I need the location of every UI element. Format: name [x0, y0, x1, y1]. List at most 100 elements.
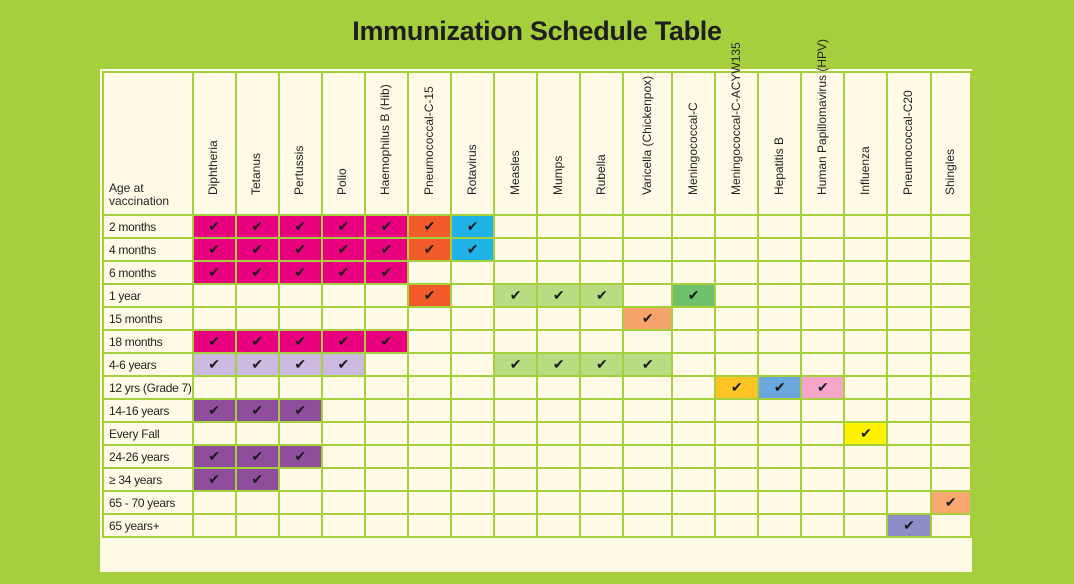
vaccine-label: Meningococcal-C: [685, 102, 700, 195]
dose-cell-rotavirus: ✔: [450, 237, 496, 262]
empty-cell: [493, 444, 539, 469]
check-icon: ✔: [641, 310, 654, 326]
age-label: 15 months: [102, 306, 194, 331]
check-icon: ✔: [208, 356, 220, 372]
check-icon: ✔: [944, 494, 957, 510]
empty-cell: [843, 352, 889, 377]
empty-cell: [363, 352, 409, 377]
empty-cell: [450, 398, 496, 423]
empty-cell: [929, 421, 973, 446]
empty-cell: [843, 444, 889, 469]
dose-cell-diphtheria: ✔: [191, 329, 237, 354]
vaccine-header-diphtheria: Diphtheria: [191, 71, 237, 216]
empty-cell: [622, 375, 674, 400]
vaccine-label: Hepatitis B: [771, 136, 786, 195]
check-icon: ✔: [380, 218, 393, 234]
check-icon: ✔: [251, 402, 264, 418]
check-icon: ✔: [595, 356, 608, 372]
check-icon: ✔: [251, 448, 264, 464]
empty-cell: [886, 490, 932, 515]
empty-cell: [450, 352, 496, 377]
empty-cell: [622, 398, 674, 423]
empty-cell: [714, 214, 760, 239]
empty-cell: [757, 444, 803, 469]
check-icon: ✔: [509, 356, 522, 372]
empty-cell: [493, 214, 539, 239]
check-icon: ✔: [730, 379, 743, 395]
empty-cell: [406, 467, 453, 492]
empty-cell: [843, 283, 889, 308]
check-icon: ✔: [208, 402, 220, 418]
empty-cell: [579, 237, 625, 262]
empty-cell: [757, 467, 803, 492]
check-icon: ✔: [423, 241, 436, 257]
dose-cell-meningococcal-c-acyw135: ✔: [714, 375, 760, 400]
empty-cell: [622, 329, 674, 354]
empty-cell: [929, 306, 973, 331]
vaccine-header-human-papillomavirus-hpv: Human Papillomavirus (HPV): [800, 39, 846, 216]
empty-cell: [536, 467, 582, 492]
empty-cell: [406, 260, 453, 285]
check-icon: ✔: [380, 241, 393, 257]
empty-cell: [929, 444, 973, 469]
dose-cell-measles: ✔: [493, 352, 539, 377]
vaccine-header-pertussis: Pertussis: [277, 71, 323, 216]
empty-cell: [714, 444, 760, 469]
empty-cell: [191, 490, 237, 515]
dose-cell-mumps: ✔: [536, 283, 582, 308]
empty-cell: [843, 513, 889, 538]
empty-cell: [886, 237, 932, 262]
check-icon: ✔: [294, 218, 307, 234]
empty-cell: [277, 421, 323, 446]
empty-cell: [536, 214, 582, 239]
vaccine-header-haemophilus-b-hib: Haemophilus B (Hib): [363, 71, 409, 216]
table-row: 18 months ✔ ✔ ✔ ✔ ✔: [102, 329, 973, 354]
empty-cell: [622, 513, 674, 538]
empty-cell: [579, 467, 625, 492]
empty-cell: [363, 490, 409, 515]
table-row: Every Fall ✔: [102, 421, 973, 446]
table-body: 2 months ✔ ✔ ✔ ✔ ✔ ✔ ✔ 4 months ✔ ✔ ✔ ✔ ✔ ✔ ✔ 6 months ✔ ✔…: [102, 214, 973, 538]
empty-cell: [493, 375, 539, 400]
empty-cell: [757, 283, 803, 308]
table-row: 14-16 years ✔ ✔ ✔: [102, 398, 973, 423]
empty-cell: [800, 513, 846, 538]
empty-cell: [757, 329, 803, 354]
vaccine-header-varicella-chickenpox: Varicella (Chickenpox): [622, 71, 674, 216]
vaccine-label: Mumps: [550, 155, 565, 195]
dose-cell-rotavirus: ✔: [450, 214, 496, 239]
dose-cell-haemophilus-b-hib: ✔: [363, 260, 409, 285]
empty-cell: [671, 421, 717, 446]
check-icon: ✔: [641, 356, 654, 372]
check-icon: ✔: [294, 448, 307, 464]
check-icon: ✔: [294, 333, 307, 349]
empty-cell: [579, 490, 625, 515]
empty-cell: [363, 467, 409, 492]
empty-cell: [450, 260, 496, 285]
age-header-label: Age at vaccination: [109, 181, 170, 208]
dose-cell-tetanus: ✔: [234, 352, 280, 377]
empty-cell: [450, 283, 496, 308]
empty-cell: [493, 260, 539, 285]
empty-cell: [671, 398, 717, 423]
dose-cell-tetanus: ✔: [234, 398, 280, 423]
check-icon: ✔: [773, 379, 786, 395]
empty-cell: [450, 421, 496, 446]
empty-cell: [843, 467, 889, 492]
empty-cell: [843, 329, 889, 354]
empty-cell: [757, 214, 803, 239]
empty-cell: [671, 467, 717, 492]
check-icon: ✔: [337, 264, 350, 280]
dose-cell-rubella: ✔: [579, 352, 625, 377]
empty-cell: [579, 329, 625, 354]
table-row: 1 year ✔ ✔ ✔ ✔ ✔: [102, 283, 973, 308]
empty-cell: [277, 283, 323, 308]
table-row: 24-26 years ✔ ✔ ✔: [102, 444, 973, 469]
check-icon: ✔: [208, 241, 220, 257]
empty-cell: [757, 352, 803, 377]
age-label: 65 - 70 years: [102, 490, 194, 515]
check-icon: ✔: [552, 356, 565, 372]
empty-cell: [886, 375, 932, 400]
empty-cell: [493, 237, 539, 262]
empty-cell: [757, 306, 803, 331]
